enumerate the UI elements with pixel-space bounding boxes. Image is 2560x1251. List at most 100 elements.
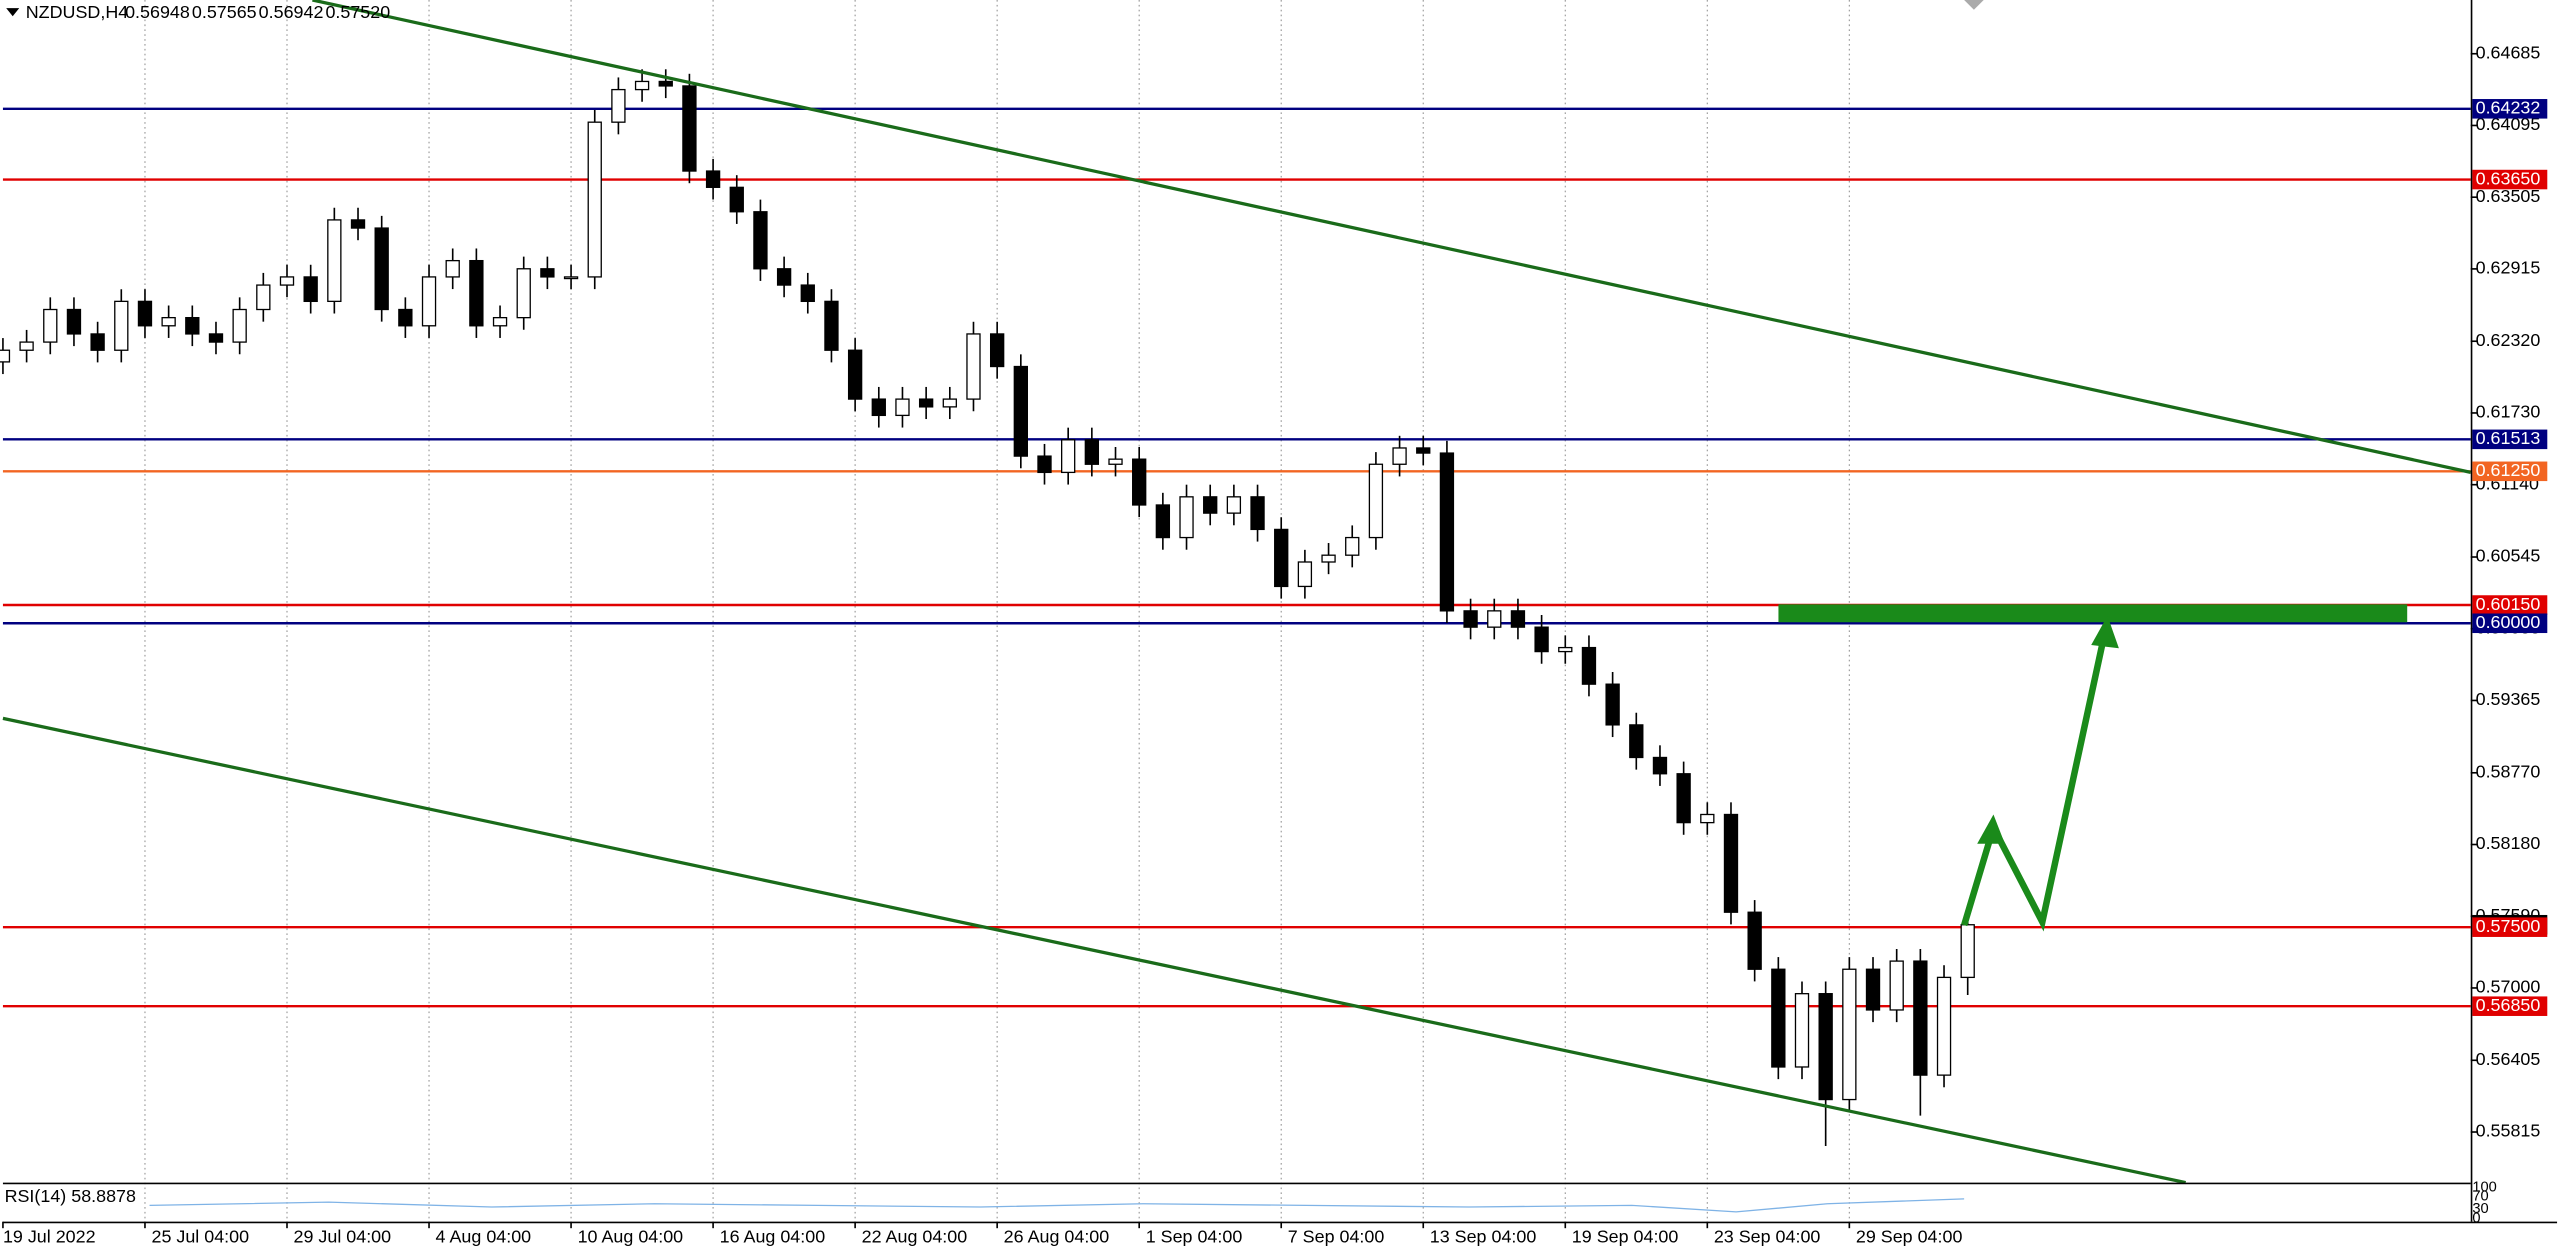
- candle-body: [303, 276, 318, 303]
- candle-body: [1037, 455, 1052, 474]
- candle-body: [1747, 911, 1762, 970]
- trend-line: [312, 0, 2472, 474]
- level-tag: [2472, 917, 2548, 937]
- candle-body: [611, 88, 626, 123]
- candle-body: [374, 227, 389, 311]
- level-label: 0.63650: [2476, 168, 2541, 188]
- y-tick-label: 0.61730: [2476, 402, 2541, 422]
- candle-body: [1652, 756, 1668, 775]
- rsi-tick-label: 30: [2472, 1201, 2488, 1217]
- candle-body: [492, 316, 508, 327]
- candle-body: [634, 80, 650, 91]
- candle-body: [824, 300, 839, 351]
- arrow-head: [1977, 814, 2005, 844]
- candle-body: [989, 333, 1005, 368]
- candle-body: [1463, 610, 1478, 628]
- candle-body: [658, 80, 673, 87]
- target-zone: [1778, 604, 2408, 623]
- level-label: 0.56850: [2476, 995, 2541, 1015]
- level-label: 0.61513: [2476, 428, 2541, 448]
- y-tick-label: 0.64095: [2476, 114, 2541, 134]
- rsi-label: RSI(14) 58.8878: [5, 1186, 136, 1206]
- candle-body: [350, 219, 366, 229]
- candle-body: [871, 398, 886, 417]
- candle-body: [1132, 458, 1147, 506]
- candle-body: [847, 349, 863, 400]
- x-tick-label: 1 Sep 04:00: [1146, 1227, 1243, 1247]
- candle-body: [1108, 458, 1123, 465]
- candle-body: [232, 308, 247, 343]
- candle-body: [1581, 646, 1597, 685]
- marker: [1964, 0, 1984, 10]
- arrow-head: [2091, 615, 2119, 649]
- candle-body: [1534, 626, 1549, 653]
- candle-body: [114, 300, 129, 351]
- candle-body: [1155, 504, 1171, 539]
- candle-body: [800, 284, 815, 303]
- x-tick-label: 26 Aug 04:00: [1004, 1227, 1110, 1247]
- candle-body: [43, 308, 58, 343]
- symbol: NZDUSD,H4: [26, 2, 129, 22]
- candle-body: [66, 308, 82, 335]
- candle-body: [1558, 646, 1573, 653]
- candle-body: [753, 211, 768, 270]
- candle-body: [1368, 463, 1384, 539]
- candle-body: [1179, 496, 1194, 539]
- header-values: 0.56948 0.57565 0.56942 0.57520: [125, 2, 390, 22]
- level-label: 0.64232: [2476, 98, 2541, 118]
- y-tick-label: 0.55815: [2476, 1121, 2541, 1141]
- rsi-tick-label: 70: [2472, 1189, 2488, 1205]
- candle-body: [279, 276, 295, 286]
- y-tick-label: 0.57000: [2476, 977, 2541, 997]
- candle-body: [137, 300, 153, 327]
- candle-body: [1723, 813, 1739, 913]
- x-tick-label: 29 Jul 04:00: [294, 1227, 392, 1247]
- y-tick-label: 0.63505: [2476, 186, 2541, 206]
- level-label: 0.61250: [2476, 460, 2541, 480]
- y-tick-label: 0.60545: [2476, 546, 2541, 566]
- level-tag: [2472, 99, 2548, 119]
- candle-body: [1439, 452, 1455, 612]
- candle-body: [563, 276, 579, 280]
- candle-body: [918, 398, 934, 408]
- x-tick-label: 22 Aug 04:00: [862, 1227, 968, 1247]
- candle-body: [1605, 683, 1620, 726]
- x-tick-label: 10 Aug 04:00: [578, 1227, 684, 1247]
- x-tick-label: 29 Sep 04:00: [1856, 1227, 1963, 1247]
- candles: [0, 69, 1975, 1146]
- candle-body: [1274, 528, 1289, 588]
- candle-body: [1084, 439, 1100, 465]
- axes: 0.64685 0.64095 0.63505 0.62915 0.62320 0.617…: [2, 42, 2548, 1247]
- candle-body: [1936, 976, 1952, 1076]
- candle-body: [1889, 960, 1904, 1011]
- candle-body: [776, 268, 792, 286]
- x-tick-label: 19 Jul 2022: [3, 1227, 96, 1247]
- candle-body: [1865, 968, 1881, 1011]
- candle-body: [705, 170, 721, 188]
- candle-body: [942, 398, 957, 408]
- level-tag: [2472, 461, 2548, 482]
- rsi-tick-label: 100: [2472, 1179, 2496, 1195]
- y-tick-label: 0.56405: [2476, 1049, 2541, 1069]
- candle-body: [469, 259, 484, 327]
- candle-body: [966, 333, 981, 400]
- candle-body: [185, 316, 200, 335]
- candle-body: [90, 333, 105, 351]
- candle-body: [1392, 447, 1407, 465]
- candle-body: [1416, 447, 1431, 454]
- candle-body: [1345, 536, 1360, 556]
- candle-body: [895, 398, 910, 417]
- candle-body: [1842, 968, 1857, 1101]
- trend-line: [2, 716, 2187, 1185]
- candle-body: [1013, 365, 1028, 457]
- rsi-tick-label: 0: [2472, 1210, 2480, 1226]
- candle-body: [161, 316, 176, 327]
- menu-arrow: [6, 8, 20, 17]
- header-value: 0.57565: [192, 2, 257, 22]
- level-label: 0.60000: [2476, 612, 2541, 632]
- level-label: 0.57500: [2476, 916, 2541, 936]
- y-tick-label: 0.59365: [2476, 689, 2541, 709]
